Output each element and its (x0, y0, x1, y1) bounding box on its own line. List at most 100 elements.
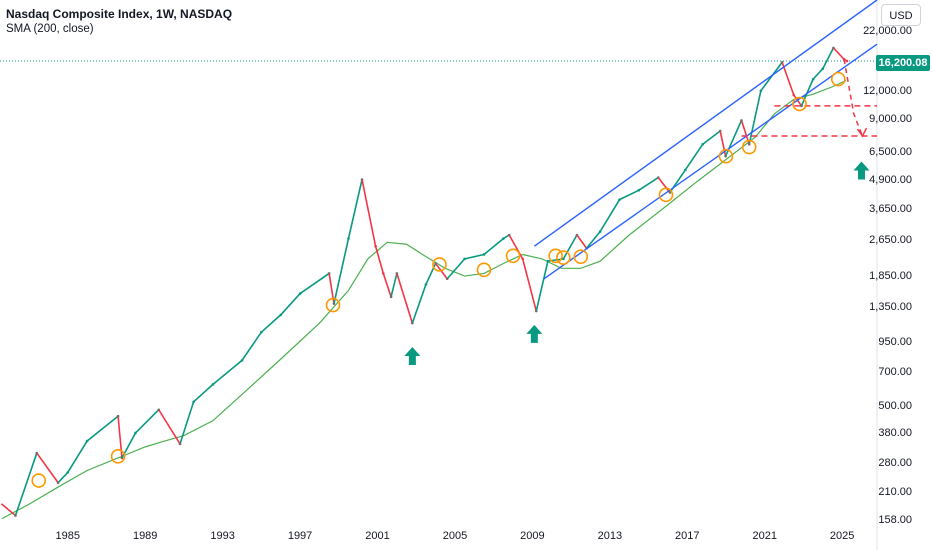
y-tick-label: 9,000.00 (869, 113, 912, 126)
touch-circle (325, 297, 341, 313)
price-segment (812, 67, 824, 80)
y-tick-label: 1,850.00 (869, 270, 912, 283)
projection-arrowhead (856, 127, 868, 138)
channel-upper-line (533, 0, 878, 247)
price-segment (260, 314, 282, 333)
price-segment (382, 272, 392, 298)
price-segment (179, 401, 195, 445)
y-tick-label: 210.00 (878, 485, 912, 498)
price-segment (446, 258, 466, 280)
y-tick-label: 1,350.00 (869, 301, 912, 314)
projection-path (843, 59, 864, 137)
touch-circle (556, 250, 571, 265)
price-segment (299, 272, 330, 295)
currency-button[interactable]: USD (881, 4, 921, 26)
price-segment (57, 471, 69, 484)
x-tick-label: 2001 (365, 530, 390, 542)
touch-circle (573, 249, 589, 264)
price-segment (347, 178, 363, 240)
touch-circle (792, 96, 807, 112)
price-segment (212, 359, 243, 386)
price-segment (576, 234, 588, 250)
y-tick-label: 2,650.00 (869, 234, 912, 247)
price-segment (585, 230, 601, 250)
touch-circle (741, 139, 757, 155)
price-segment (374, 245, 385, 275)
price-segment (521, 258, 538, 312)
price-segment (14, 452, 38, 517)
y-tick-label: 12,000.00 (863, 84, 912, 97)
sma-line (1, 80, 847, 520)
touch-circle (830, 71, 846, 87)
price-segment (781, 61, 795, 96)
current-price-label: 16,200.08 (876, 55, 930, 71)
up-arrow-icon (526, 324, 543, 343)
y-tick-label: 3,650.00 (869, 202, 912, 215)
x-tick-label: 2021 (752, 530, 777, 542)
price-segment (508, 234, 524, 260)
x-tick-label: 1985 (55, 530, 80, 542)
up-arrow-icon (404, 347, 421, 366)
x-tick-label: 2009 (520, 530, 545, 542)
touch-circle (432, 257, 447, 272)
up-arrow-icon (853, 161, 870, 180)
touch-circle (476, 262, 492, 278)
y-tick-label: 500.00 (878, 399, 912, 412)
grid (0, 0, 878, 550)
price-segment (684, 143, 704, 171)
price-segment (535, 260, 549, 312)
x-tick-label: 2005 (442, 530, 468, 542)
price-segment (134, 408, 160, 434)
y-tick-label: 158.00 (878, 513, 912, 526)
price-segment (483, 237, 505, 256)
price-point (845, 59, 849, 63)
x-tick-label: 2013 (597, 530, 623, 542)
x-tick-label: 1993 (210, 530, 235, 542)
chart-title: Nasdaq Composite Index, 1W, NASDAQ (6, 7, 233, 21)
y-tick-label: 22,000.00 (863, 24, 912, 37)
price-segment (411, 283, 427, 324)
y-tick-label: 280.00 (878, 457, 912, 470)
price-segment (66, 440, 88, 474)
x-tick-label: 2025 (829, 530, 855, 542)
y-tick-label: 700.00 (878, 366, 912, 379)
price-segment (701, 130, 721, 146)
price-segment (333, 237, 350, 305)
price-segment (241, 331, 263, 362)
price-segment (599, 198, 621, 233)
channel-lower-line (543, 43, 878, 280)
price-segment (638, 176, 660, 192)
price-segment (748, 89, 762, 146)
touch-circle (718, 148, 734, 164)
indicator-label[interactable]: SMA (200, close) (6, 23, 94, 35)
x-tick-label: 2017 (675, 530, 700, 542)
price-segment (279, 292, 301, 316)
price-segment (157, 408, 181, 445)
touch-circle (505, 248, 521, 264)
price-segment (821, 47, 835, 70)
touch-circle (658, 187, 674, 203)
y-tick-label: 380.00 (878, 426, 912, 439)
touch-circle (110, 449, 126, 464)
price-segment (618, 189, 640, 201)
price-segment (361, 178, 377, 248)
price-segment (117, 415, 123, 459)
price-segment (390, 272, 398, 298)
y-tick-label: 4,900.00 (869, 173, 912, 186)
x-tick-label: 1997 (287, 530, 313, 542)
price-segment (463, 253, 485, 260)
y-tick-label: 950.00 (878, 336, 912, 349)
price-segment (396, 272, 414, 324)
price-segment (1, 503, 17, 517)
touch-circle (548, 248, 563, 264)
x-tick-label: 1989 (132, 530, 158, 542)
price-segment (832, 47, 845, 61)
price-segment (35, 452, 59, 484)
touch-circle (31, 473, 47, 488)
price-segment (86, 415, 119, 442)
price-segment (192, 383, 214, 403)
price-segment (657, 176, 671, 194)
y-tick-label: 6,500.00 (869, 145, 912, 158)
price-segment (562, 234, 578, 260)
